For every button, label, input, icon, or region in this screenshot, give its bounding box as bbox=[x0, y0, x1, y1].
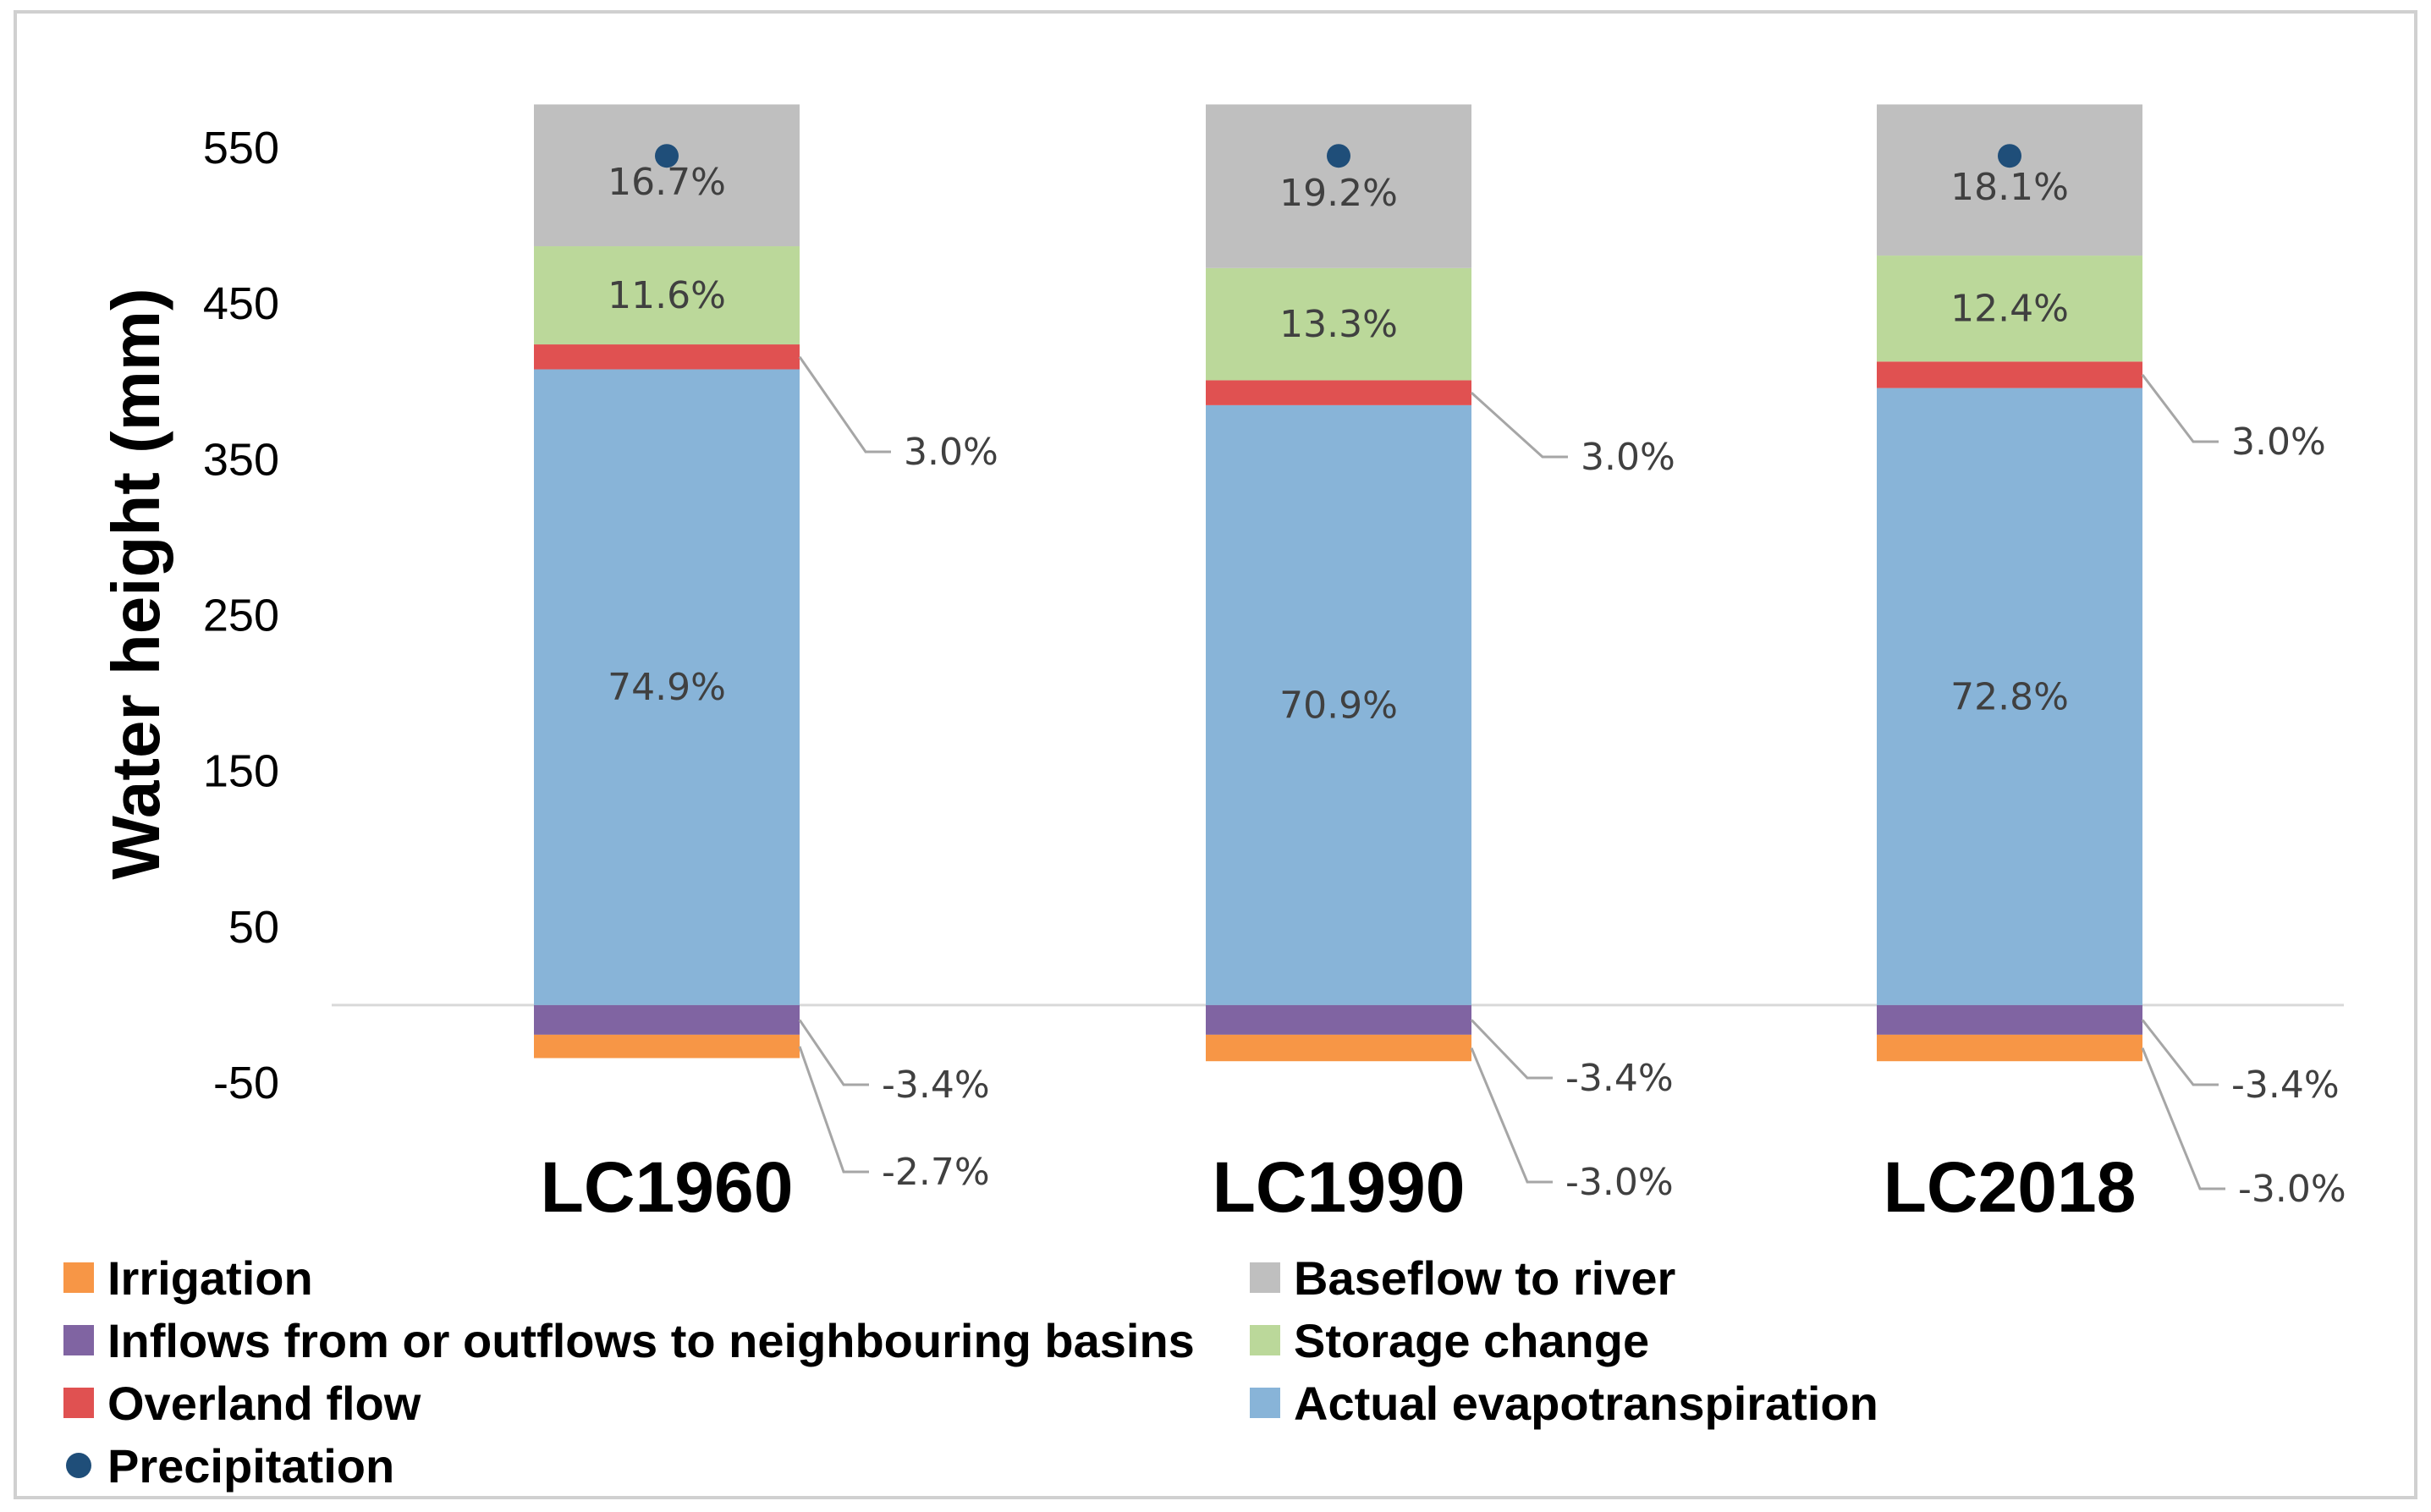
bar-segment bbox=[1877, 1034, 2142, 1062]
y-tick-label: 150 bbox=[203, 746, 279, 797]
precipitation-point bbox=[1998, 144, 2021, 168]
bar-segment bbox=[1206, 380, 1471, 405]
data-label: 16.7% bbox=[608, 161, 726, 204]
bar-segment bbox=[534, 246, 800, 345]
data-label: 19.2% bbox=[1279, 172, 1398, 215]
legend-swatch bbox=[63, 1262, 94, 1293]
callout-line bbox=[1470, 1019, 1553, 1080]
bar-segment bbox=[534, 1034, 800, 1058]
legend-swatch-circle bbox=[66, 1453, 91, 1478]
bar-segment bbox=[534, 369, 800, 1005]
legend-label: Baseflow to river bbox=[1294, 1251, 1675, 1305]
data-label: 13.3% bbox=[1279, 303, 1398, 346]
y-axis-title: Water height (mm) bbox=[98, 288, 173, 879]
callout-line bbox=[2141, 1019, 2219, 1086]
y-tick-label: 50 bbox=[228, 902, 279, 953]
data-label: 11.6% bbox=[608, 274, 726, 317]
legend-label: Overland flow bbox=[107, 1377, 421, 1430]
legend-swatch bbox=[1250, 1388, 1280, 1418]
legend-swatch bbox=[1250, 1262, 1280, 1293]
irrigation-callout: -2.7% bbox=[882, 1151, 990, 1194]
overland-flow-callout: 3.0% bbox=[2231, 421, 2326, 464]
y-tick-label: 450 bbox=[203, 278, 279, 329]
callout-line bbox=[798, 1046, 869, 1174]
bar-segment bbox=[1877, 361, 2142, 388]
irrigation-callout: -3.0% bbox=[2238, 1168, 2346, 1211]
overland-flow-callout: 3.0% bbox=[1581, 436, 1675, 479]
bar-segment bbox=[1206, 1004, 1471, 1035]
y-tick-label: 550 bbox=[203, 123, 279, 173]
data-label: 12.4% bbox=[1950, 288, 2069, 331]
bar-segment bbox=[1206, 104, 1471, 268]
x-category-label: LC2018 bbox=[1884, 1147, 2137, 1227]
legend-swatch bbox=[63, 1325, 94, 1355]
inflows-callout: -3.4% bbox=[1565, 1057, 1674, 1100]
legend-swatch bbox=[1250, 1325, 1280, 1355]
data-label: 70.9% bbox=[1279, 684, 1398, 727]
callout-line bbox=[1470, 392, 1568, 459]
legend-label: Inflows from or outflows to neighbouring… bbox=[107, 1314, 1195, 1367]
chart-frame bbox=[14, 10, 2417, 1499]
y-tick-label: 350 bbox=[203, 434, 279, 485]
x-category-label: LC1990 bbox=[1213, 1147, 1466, 1227]
bar-segment bbox=[534, 1004, 800, 1035]
bar-layer bbox=[534, 104, 2142, 1062]
bar-segment bbox=[1206, 404, 1471, 1005]
precipitation-point bbox=[655, 144, 679, 168]
y-tick-label: -50 bbox=[213, 1058, 279, 1108]
callout-line bbox=[798, 355, 891, 454]
data-label: 72.8% bbox=[1950, 675, 2069, 718]
callout-line bbox=[798, 1019, 869, 1086]
bar-segment bbox=[534, 344, 800, 370]
callout-line bbox=[1470, 1047, 1553, 1184]
legend-label: Irrigation bbox=[107, 1251, 313, 1305]
bar-segment bbox=[1877, 388, 2142, 1005]
irrigation-callout: -3.0% bbox=[1565, 1161, 1674, 1204]
inflows-callout: -3.4% bbox=[2231, 1064, 2340, 1107]
bar-segment bbox=[1877, 256, 2142, 362]
callout-line bbox=[2141, 1047, 2225, 1190]
bar-segment bbox=[1877, 104, 2142, 256]
legend-label: Actual evapotranspiration bbox=[1294, 1377, 1878, 1430]
data-label: 74.9% bbox=[608, 666, 726, 709]
x-category-label: LC1960 bbox=[541, 1147, 794, 1227]
legend-label: Precipitation bbox=[107, 1439, 394, 1493]
legend-label: Storage change bbox=[1294, 1314, 1649, 1367]
overland-flow-callout: 3.0% bbox=[904, 431, 998, 474]
data-label: 18.1% bbox=[1950, 166, 2069, 209]
bar-segment bbox=[534, 104, 800, 247]
bar-segment bbox=[1206, 267, 1471, 381]
callout-line bbox=[2141, 374, 2219, 443]
legend-swatch bbox=[63, 1388, 94, 1418]
data-label-layer: 74.9% 11.6% 16.7% 3.0% -3.4% -2.7% 70.9% 13.3% 1… bbox=[608, 161, 2346, 1211]
precipitation-point bbox=[1327, 144, 1350, 168]
inflows-callout: -3.4% bbox=[882, 1064, 990, 1107]
bar-segment bbox=[1206, 1034, 1471, 1062]
bar-segment bbox=[1877, 1004, 2142, 1035]
y-tick-label: 250 bbox=[203, 591, 279, 641]
legend: Irrigation Inflows from or outflows to ne… bbox=[63, 1251, 1878, 1493]
